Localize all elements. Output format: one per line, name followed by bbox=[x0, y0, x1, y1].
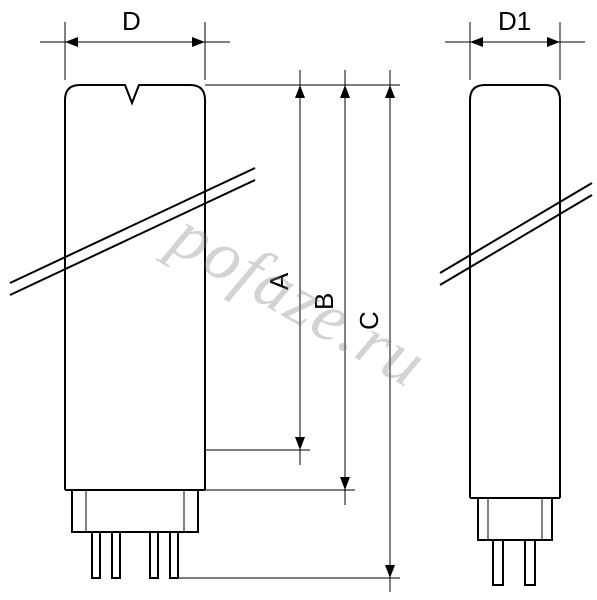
dimension-C: C bbox=[178, 70, 400, 592]
dimension-A: A bbox=[205, 70, 310, 465]
label-D1: D1 bbox=[498, 6, 531, 36]
lamp-left bbox=[10, 85, 255, 578]
label-C: C bbox=[354, 311, 384, 330]
lamp-dimension-diagram: D D1 A B C bbox=[0, 0, 597, 600]
dimension-D1: D1 bbox=[445, 6, 585, 80]
lamp-right bbox=[440, 85, 592, 585]
label-A: A bbox=[264, 272, 294, 290]
label-D: D bbox=[122, 6, 141, 36]
label-B: B bbox=[309, 293, 339, 310]
dimension-D: D bbox=[40, 6, 230, 80]
